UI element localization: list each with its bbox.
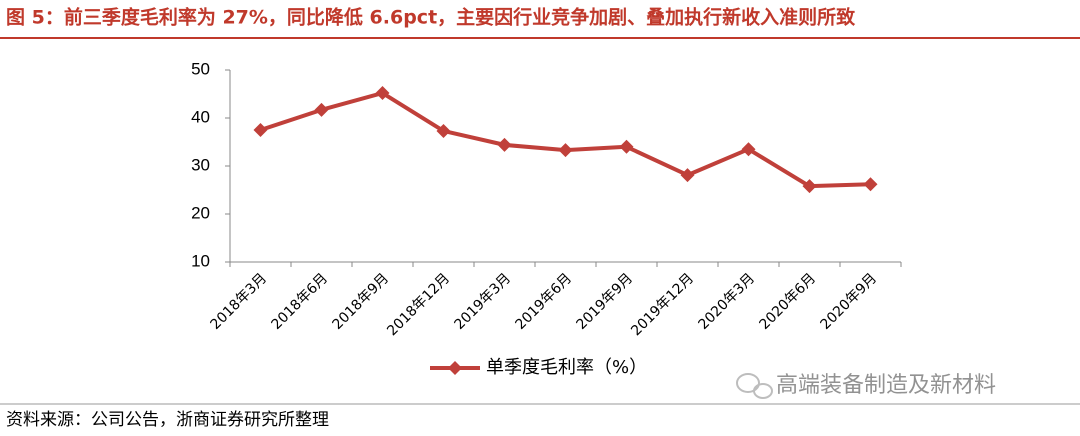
- marker: [375, 86, 390, 101]
- y-tick-label: 10: [191, 251, 210, 270]
- marker: [863, 177, 878, 192]
- watermark: 高端装备制造及新材料: [776, 373, 996, 398]
- x-tick-label: 2018年12月: [384, 270, 453, 339]
- marker: [619, 139, 634, 154]
- x-tick-label: 2018年3月: [208, 270, 271, 333]
- marker: [802, 179, 817, 194]
- x-tick-label: 2020年6月: [757, 270, 820, 333]
- x-tick-label: 2020年3月: [696, 270, 759, 333]
- y-tick-label: 20: [191, 203, 210, 222]
- marker: [314, 102, 329, 117]
- x-tick-label: 2020年9月: [818, 270, 881, 333]
- marker: [741, 142, 756, 157]
- y-tick-label: 50: [191, 59, 210, 78]
- legend-marker: [448, 361, 462, 375]
- x-tick-label: 2018年9月: [330, 270, 393, 333]
- x-tick-label: 2019年3月: [452, 270, 515, 333]
- y-tick-label: 30: [191, 155, 210, 174]
- chart-title: 图 5：前三季度毛利率为 27%，同比降低 6.6pct，主要因行业竞争加剧、叠…: [6, 6, 856, 29]
- marker: [558, 143, 573, 158]
- x-tick-label: 2019年6月: [513, 270, 576, 333]
- source: 资料来源：公司公告，浙商证券研究所整理: [6, 410, 329, 430]
- marker: [436, 123, 451, 138]
- legend-label: 单季度毛利率（%）: [486, 357, 647, 378]
- marker: [253, 123, 268, 137]
- x-tick-label: 2018年6月: [269, 270, 332, 333]
- watermark-icon: [736, 373, 773, 399]
- marker: [497, 137, 512, 152]
- marker: [680, 168, 695, 183]
- x-tick-label: 2019年12月: [628, 270, 697, 339]
- x-tick-label: 2019年9月: [574, 270, 637, 333]
- line: [259, 91, 871, 189]
- y-tick-label: 40: [191, 107, 210, 126]
